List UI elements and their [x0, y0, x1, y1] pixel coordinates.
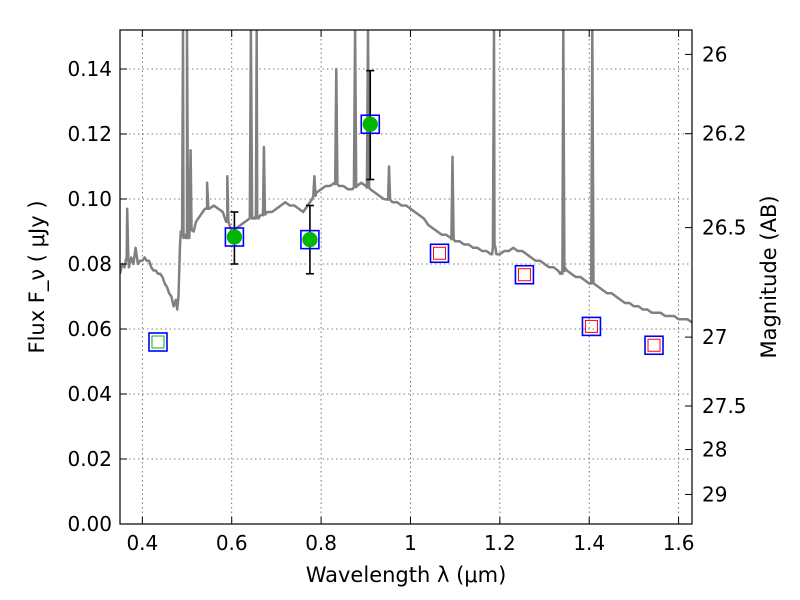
x-tick-label: 0.4: [126, 531, 158, 555]
y-axis-label: Flux F_ν ( μJy ): [25, 200, 50, 353]
x-tick-label: 0.8: [305, 531, 337, 555]
detection-marker: [362, 116, 378, 132]
y-tick-label: 0.10: [67, 187, 112, 211]
marker-box: [581, 316, 602, 337]
x-tick-label: 1: [404, 531, 417, 555]
right-tick-label: 26: [702, 42, 727, 66]
limit-marker: [151, 335, 165, 349]
detection-marker: [226, 229, 243, 245]
x-tick-label: 1.6: [663, 531, 695, 555]
marker-box: [429, 243, 450, 264]
model-photometry-marker: [517, 268, 531, 282]
detection-marker: [302, 231, 318, 248]
right-tick-label: 28: [702, 438, 727, 462]
x-axis-label: Wavelength λ (μm): [306, 563, 507, 587]
model-photometry-marker: [584, 319, 598, 333]
right-tick-label: 26.2: [702, 122, 747, 146]
right-tick-label: 27: [702, 325, 727, 349]
marker-box: [644, 335, 664, 356]
x-tick-label: 0.6: [216, 531, 248, 555]
axes-ticks: 0.4 0.6 0.8 1 1.2 1.4 1.6 0.00 0.02 0.04 0.06 0.08 0…: [67, 30, 747, 555]
plot-area: [120, 30, 692, 324]
x-tick-label: 1.2: [484, 531, 516, 555]
y-tick-label: 0.08: [67, 252, 112, 276]
right-tick-label: 29: [702, 482, 727, 506]
plot-frame: [119, 29, 693, 525]
marker-box: [360, 114, 381, 135]
y-tick-label: 0.00: [67, 512, 112, 536]
marker-box: [514, 264, 535, 285]
y-tick-label: 0.04: [67, 382, 112, 406]
right-tick-label: 26.5: [702, 216, 747, 240]
y-tick-label: 0.12: [67, 122, 112, 146]
marker-box: [300, 229, 320, 250]
y-tick-label: 0.02: [67, 447, 112, 471]
right-axis-label: Magnitude (AB): [757, 195, 781, 358]
plot-background: [120, 30, 692, 524]
y-tick-label: 0.14: [67, 57, 112, 81]
marker-box: [224, 227, 245, 247]
model-photometry-marker: [647, 338, 661, 352]
right-tick-label: 27.5: [702, 394, 747, 418]
sed-model-line: [120, 30, 692, 324]
marker-box: [148, 332, 168, 352]
x-tick-label: 1.4: [573, 531, 605, 555]
model-photometry-marker: [433, 246, 447, 260]
y-tick-label: 0.06: [67, 317, 112, 341]
